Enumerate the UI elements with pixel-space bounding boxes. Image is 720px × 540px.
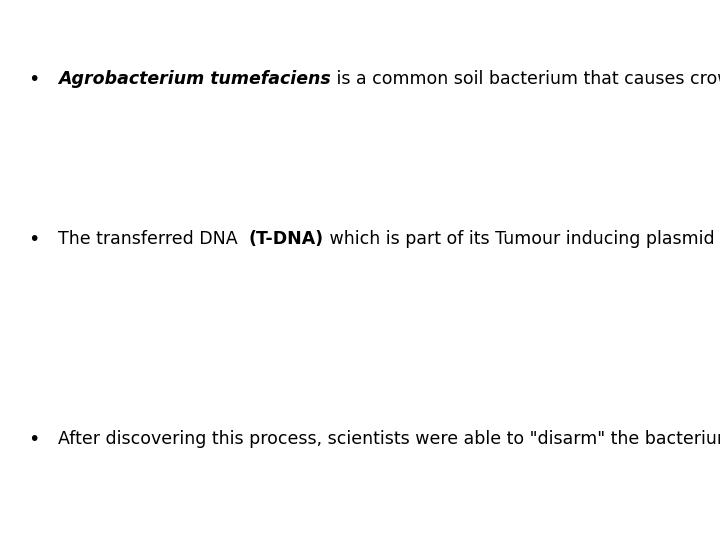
Text: •: •	[28, 430, 40, 449]
Text: (T-DNA): (T-DNA)	[248, 230, 324, 248]
Text: which is part of its Tumour inducing plasmid: which is part of its Tumour inducing pla…	[324, 230, 720, 248]
Text: The transferred DNA: The transferred DNA	[58, 230, 248, 248]
Text: is a common soil bacterium that causes crown gall disease by transferring some o: is a common soil bacterium that causes c…	[330, 70, 720, 88]
Text: After discovering this process, scientists were able to "disarm" the bacterium, : After discovering this process, scientis…	[58, 430, 720, 448]
Text: •: •	[28, 70, 40, 89]
Text: Agrobacterium tumefaciens: Agrobacterium tumefaciens	[58, 70, 330, 88]
Text: •: •	[28, 230, 40, 249]
